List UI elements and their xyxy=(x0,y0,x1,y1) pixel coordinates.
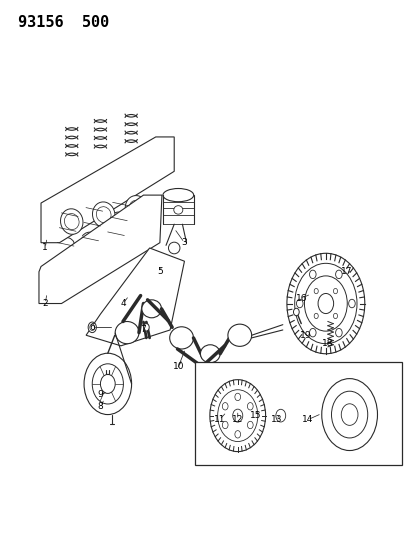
Circle shape xyxy=(332,288,337,294)
Circle shape xyxy=(293,308,299,316)
Text: 5: 5 xyxy=(157,267,162,276)
Text: 18: 18 xyxy=(321,338,333,348)
Circle shape xyxy=(304,276,347,331)
Circle shape xyxy=(313,313,318,319)
Circle shape xyxy=(275,409,285,422)
Text: 16: 16 xyxy=(295,294,306,303)
Ellipse shape xyxy=(173,206,183,214)
Ellipse shape xyxy=(169,327,193,349)
Circle shape xyxy=(286,253,364,354)
Text: 3: 3 xyxy=(181,238,187,247)
Text: 13: 13 xyxy=(270,415,282,424)
Text: 8: 8 xyxy=(97,402,103,411)
Ellipse shape xyxy=(92,202,115,228)
Text: 9: 9 xyxy=(97,390,103,399)
Circle shape xyxy=(90,324,95,330)
Circle shape xyxy=(335,270,342,279)
Ellipse shape xyxy=(125,196,147,221)
Text: 93156  500: 93156 500 xyxy=(19,15,109,30)
Ellipse shape xyxy=(142,300,161,318)
Circle shape xyxy=(296,300,302,308)
Circle shape xyxy=(209,379,265,451)
Circle shape xyxy=(313,288,318,294)
Circle shape xyxy=(234,431,240,438)
Circle shape xyxy=(232,409,242,422)
Circle shape xyxy=(247,421,252,429)
Polygon shape xyxy=(41,137,174,243)
Circle shape xyxy=(331,391,367,438)
Circle shape xyxy=(321,378,377,450)
Text: 19: 19 xyxy=(299,331,310,340)
Polygon shape xyxy=(39,195,161,303)
Circle shape xyxy=(222,421,228,429)
Circle shape xyxy=(92,364,123,404)
Text: 17: 17 xyxy=(340,267,351,276)
Ellipse shape xyxy=(200,345,220,363)
Text: 15: 15 xyxy=(249,411,261,420)
Ellipse shape xyxy=(129,200,143,216)
Text: 12: 12 xyxy=(232,415,243,424)
Bar xyxy=(194,362,401,465)
Ellipse shape xyxy=(163,189,193,201)
Circle shape xyxy=(309,328,315,337)
Polygon shape xyxy=(86,248,184,346)
Ellipse shape xyxy=(115,321,139,344)
Text: 14: 14 xyxy=(301,415,312,424)
Ellipse shape xyxy=(227,324,251,346)
Circle shape xyxy=(217,390,257,441)
Circle shape xyxy=(222,402,228,410)
Text: 4: 4 xyxy=(120,299,126,308)
Circle shape xyxy=(234,393,240,401)
Circle shape xyxy=(340,404,357,425)
Ellipse shape xyxy=(168,242,180,254)
Circle shape xyxy=(294,263,356,344)
Circle shape xyxy=(348,300,354,308)
Ellipse shape xyxy=(64,214,79,230)
Circle shape xyxy=(143,324,149,331)
Circle shape xyxy=(317,294,333,313)
Circle shape xyxy=(309,270,315,279)
Circle shape xyxy=(335,328,342,337)
Circle shape xyxy=(332,313,337,319)
Circle shape xyxy=(88,322,96,333)
Circle shape xyxy=(84,353,131,415)
Circle shape xyxy=(247,402,252,410)
Ellipse shape xyxy=(60,209,83,235)
Text: 7: 7 xyxy=(140,326,146,335)
Text: 1: 1 xyxy=(42,244,48,253)
Circle shape xyxy=(100,374,115,393)
Text: 2: 2 xyxy=(42,299,48,308)
Text: 6: 6 xyxy=(89,323,95,332)
Ellipse shape xyxy=(96,207,111,223)
Text: 11: 11 xyxy=(213,415,225,424)
Text: 10: 10 xyxy=(172,362,184,372)
